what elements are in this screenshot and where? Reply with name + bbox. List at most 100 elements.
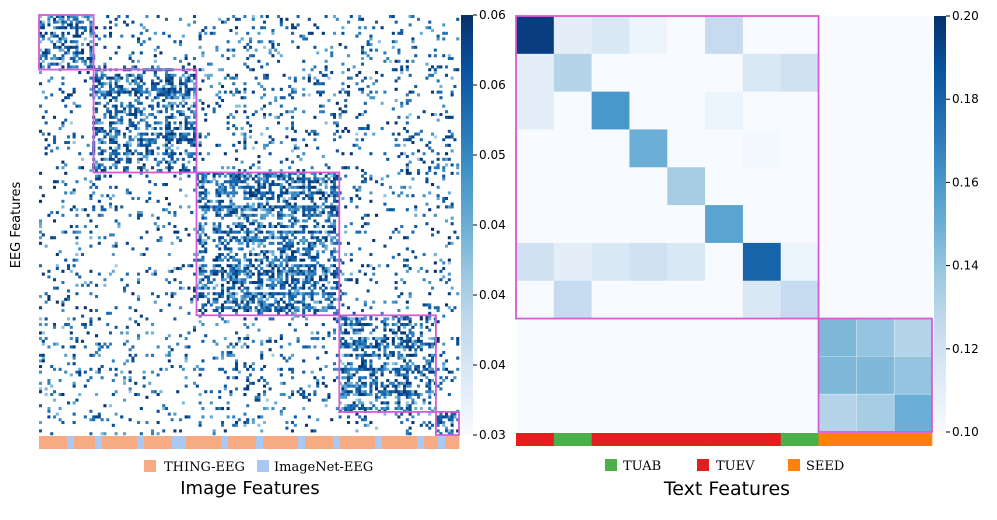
left-heatmap-cell xyxy=(215,93,219,97)
left-heatmap-cell xyxy=(296,230,300,234)
left-heatmap-cell xyxy=(341,331,345,335)
left-heatmap-cell xyxy=(201,250,205,254)
left-heatmap-cell xyxy=(251,26,255,30)
left-heatmap-cell xyxy=(394,384,398,388)
left-heatmap-cell xyxy=(226,247,230,251)
left-heatmap-cell xyxy=(271,191,275,195)
left-heatmap-cell xyxy=(349,76,353,80)
left-heatmap-cell xyxy=(436,65,440,69)
left-heatmap-cell xyxy=(268,337,272,341)
left-heatmap-cell xyxy=(386,384,390,388)
left-heatmap-cell xyxy=(405,376,409,380)
left-heatmap-cell xyxy=(89,34,93,38)
left-heatmap-cell xyxy=(305,250,309,254)
left-heatmap-cell xyxy=(397,404,401,408)
left-heatmap-cell xyxy=(246,379,250,383)
left-heatmap-cell xyxy=(313,281,317,285)
left-heatmap-cell xyxy=(249,365,253,369)
left-heatmap-cell xyxy=(291,253,295,257)
left-heatmap-cell xyxy=(229,267,233,271)
left-heatmap-cell xyxy=(347,20,351,24)
left-heatmap-cell xyxy=(263,407,267,411)
left-heatmap-cell xyxy=(117,93,121,97)
left-heatmap-cell xyxy=(445,73,449,77)
left-heatmap-cell xyxy=(257,185,261,189)
left-heatmap-cell xyxy=(97,141,101,145)
left-heatmap-cell xyxy=(237,185,241,189)
left-heatmap-cell xyxy=(167,169,171,173)
left-heatmap-cell xyxy=(187,107,191,111)
left-heatmap-cell xyxy=(167,253,171,257)
left-heatmap-cell xyxy=(131,359,135,363)
left-heatmap-cell xyxy=(307,241,311,245)
left-heatmap-cell xyxy=(198,292,202,296)
left-heatmap-cell xyxy=(243,169,247,173)
left-heatmap-cell xyxy=(201,216,205,220)
left-heatmap-cell xyxy=(78,71,82,75)
left-heatmap-cell xyxy=(279,334,283,338)
left-heatmap-cell xyxy=(377,353,381,357)
left-heatmap-cell xyxy=(369,48,373,52)
left-heatmap-cell xyxy=(106,93,110,97)
left-heatmap-cell xyxy=(198,87,202,91)
left-heatmap-cell xyxy=(156,96,160,100)
left-heatmap-cell xyxy=(344,384,348,388)
left-heatmap-cell xyxy=(58,48,62,52)
left-heatmap-cell xyxy=(215,272,219,276)
left-heatmap-cell xyxy=(173,429,177,433)
left-heatmap-cell xyxy=(372,26,376,30)
right-heatmap-cell xyxy=(856,16,895,55)
left-heatmap-cell xyxy=(361,138,365,142)
left-heatmap-cell xyxy=(95,415,99,419)
left-heatmap-cell xyxy=(235,421,239,425)
left-heatmap-cell xyxy=(341,26,345,30)
left-heatmap-cell xyxy=(109,155,113,159)
left-heatmap-cell xyxy=(400,104,404,108)
left-heatmap-cell xyxy=(181,65,185,69)
left-heatmap-cell xyxy=(106,107,110,111)
left-heatmap-cell xyxy=(344,407,348,411)
left-heatmap-cell xyxy=(254,306,258,310)
left-heatmap-cell xyxy=(78,166,82,170)
left-heatmap-cell xyxy=(221,286,225,290)
left-heatmap-cell xyxy=(380,384,384,388)
left-heatmap-cell xyxy=(271,258,275,262)
left-strip-segment xyxy=(382,436,390,449)
left-heatmap-cell xyxy=(282,73,286,77)
left-heatmap-cell xyxy=(291,292,295,296)
left-heatmap-cell xyxy=(288,323,292,327)
left-heatmap-cell xyxy=(324,197,328,201)
left-heatmap-cell xyxy=(165,166,169,170)
left-heatmap-cell xyxy=(439,353,443,357)
left-heatmap-cell xyxy=(50,236,54,240)
left-heatmap-cell xyxy=(302,264,306,268)
left-heatmap-cell xyxy=(75,40,79,44)
left-heatmap-cell xyxy=(279,104,283,108)
left-heatmap-cell xyxy=(369,384,373,388)
left-heatmap-cell xyxy=(114,51,118,55)
left-heatmap-cell xyxy=(425,320,429,324)
left-heatmap-cell xyxy=(375,398,379,402)
left-heatmap-cell xyxy=(114,185,118,189)
left-strip-segment xyxy=(67,436,75,449)
left-heatmap-cell xyxy=(235,342,239,346)
left-heatmap-cell xyxy=(450,429,454,433)
left-heatmap-cell xyxy=(302,152,306,156)
left-heatmap-cell xyxy=(445,163,449,167)
left-heatmap-cell xyxy=(291,269,295,273)
left-heatmap-cell xyxy=(237,205,241,209)
left-heatmap-cell xyxy=(83,177,87,181)
left-heatmap-cell xyxy=(193,115,197,119)
left-heatmap-cell xyxy=(450,205,454,209)
left-heatmap-cell xyxy=(61,199,65,203)
left-heatmap-cell xyxy=(344,328,348,332)
left-heatmap-cell xyxy=(229,342,233,346)
left-heatmap-cell xyxy=(67,62,71,66)
left-heatmap-cell xyxy=(128,90,132,94)
right-heatmap-cell xyxy=(705,205,744,244)
left-heatmap-cell xyxy=(268,205,272,209)
left-heatmap-cell xyxy=(67,48,71,52)
left-heatmap-cell xyxy=(162,90,166,94)
left-heatmap-cell xyxy=(187,96,191,100)
left-heatmap-cell xyxy=(324,236,328,240)
